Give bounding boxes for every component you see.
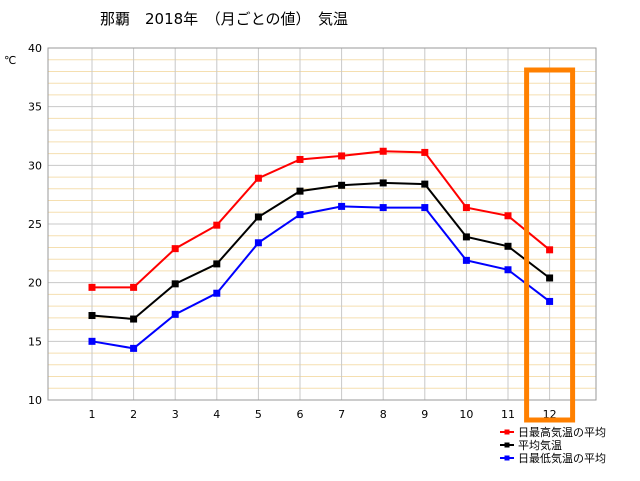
data-point (338, 181, 346, 189)
data-point (338, 152, 346, 160)
x-tick-label: 3 (172, 408, 179, 421)
data-point (421, 180, 429, 188)
x-tick-label: 4 (213, 408, 220, 421)
data-point (504, 266, 512, 274)
y-tick-label: 20 (28, 277, 42, 290)
data-point (171, 280, 179, 288)
data-point (379, 179, 387, 187)
data-point (254, 174, 262, 182)
legend-label: 平均気温 (518, 438, 562, 452)
y-tick-label: 35 (28, 101, 42, 114)
plot-frame (47, 47, 597, 401)
data-point (296, 155, 304, 163)
data-point (421, 204, 429, 212)
highlight-box (524, 67, 576, 423)
data-point (462, 204, 470, 212)
series-line (91, 205, 551, 350)
data-point (213, 289, 221, 297)
x-ticks: 1 2 3 4 5 6 7 8 9 10 11 12 (89, 408, 557, 421)
legend-swatch-marker (504, 429, 510, 435)
data-point (171, 245, 179, 253)
data-point (254, 213, 262, 221)
data-point (462, 233, 470, 241)
data-point (296, 211, 304, 219)
series-line (92, 150, 551, 289)
data-point (462, 256, 470, 264)
y-ticks: 10 15 20 25 30 35 40 (28, 42, 42, 407)
data-point (421, 148, 429, 156)
x-tick-label: 5 (255, 408, 262, 421)
data-point (130, 315, 138, 323)
x-tick-label: 10 (459, 408, 473, 421)
y-tick-label: 40 (28, 42, 42, 55)
series-line (91, 181, 551, 321)
grid (48, 48, 596, 400)
data-point (379, 204, 387, 212)
data-point (130, 283, 138, 291)
data-point (171, 310, 179, 318)
y-tick-label: 10 (28, 394, 42, 407)
y-axis-unit-label: ℃ (4, 54, 16, 67)
data-point (338, 202, 346, 210)
x-tick-label: 6 (297, 408, 304, 421)
y-tick-label: 25 (28, 218, 42, 231)
data-point (379, 147, 387, 155)
legend-swatch-marker (504, 455, 510, 461)
highlight-group (524, 67, 576, 423)
data-point (546, 274, 554, 282)
chart-title: 那覇 2018年 （月ごとの値） 気温 (100, 10, 348, 28)
x-tick-label: 9 (421, 408, 428, 421)
data-point (213, 260, 221, 268)
legend-label: 日最高気温の平均 (518, 425, 606, 439)
data-point (213, 221, 221, 229)
y-tick-label: 30 (28, 159, 42, 172)
y-tick-label: 15 (28, 335, 42, 348)
series-group (88, 147, 554, 352)
data-point (504, 212, 512, 220)
x-tick-label: 2 (130, 408, 137, 421)
data-point (88, 337, 96, 345)
data-point (130, 344, 138, 352)
x-tick-label: 1 (89, 408, 96, 421)
data-point (296, 187, 304, 195)
legend-label: 日最低気温の平均 (518, 451, 606, 465)
data-point (88, 283, 96, 291)
legend-swatch-marker (504, 442, 510, 448)
x-tick-label: 11 (501, 408, 515, 421)
x-tick-label: 7 (338, 408, 345, 421)
data-point (88, 312, 96, 320)
data-point (504, 242, 512, 250)
data-point (254, 239, 262, 247)
data-point (546, 297, 554, 305)
data-point (546, 246, 554, 254)
x-tick-label: 8 (380, 408, 387, 421)
